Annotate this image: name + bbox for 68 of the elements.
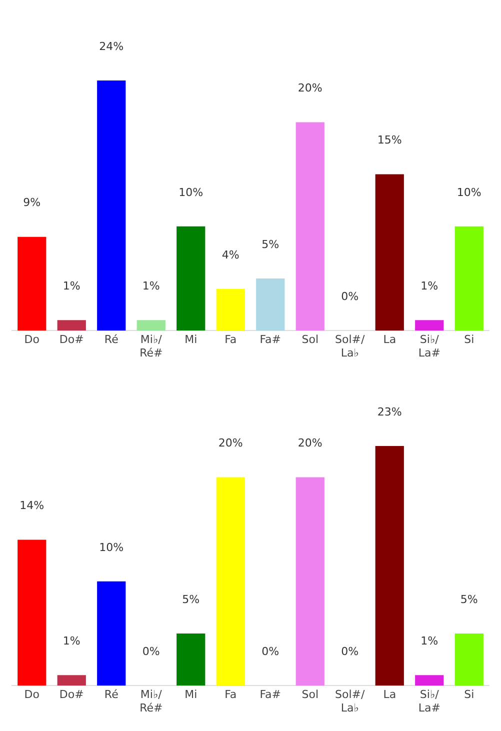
data-label: 10% — [456, 186, 482, 199]
data-label: 0% — [341, 644, 359, 658]
data-label: 23% — [377, 405, 402, 418]
x-tick-label: Do# — [59, 333, 84, 346]
x-tick-label: Sol#/La♭ — [335, 688, 366, 714]
bar — [216, 288, 245, 331]
bar — [97, 581, 126, 686]
x-tick-label: Mi♭/Ré# — [140, 688, 163, 714]
bar — [454, 634, 484, 686]
x-tick-label: Mi♭/Ré# — [140, 333, 163, 360]
bar — [18, 540, 46, 686]
bar — [454, 226, 484, 331]
bar — [375, 446, 404, 686]
data-label: 1% — [62, 634, 80, 648]
data-label: 9% — [23, 196, 41, 210]
bar — [57, 675, 86, 686]
bar — [296, 477, 324, 686]
data-label: 10% — [99, 540, 124, 554]
x-tick-label: Mi — [184, 333, 198, 346]
data-label: 0% — [262, 644, 280, 658]
x-tick-label: Fa# — [260, 333, 282, 346]
x-tick-label: Fa — [224, 333, 237, 346]
bar — [57, 320, 86, 331]
x-tick-label: Do# — [59, 688, 84, 702]
x-tick-label: La — [383, 333, 396, 346]
data-label: 10% — [178, 186, 204, 199]
x-tick-label: Sol#/La♭ — [335, 333, 366, 360]
data-label: 20% — [298, 82, 322, 95]
x-tick-label: Ré — [104, 333, 119, 346]
bar — [415, 320, 444, 331]
bar — [176, 226, 206, 331]
x-tick-label: Do — [24, 688, 40, 702]
bar — [296, 122, 324, 331]
x-tick-label: Fa — [224, 688, 237, 702]
x-tick-label: Fa# — [260, 688, 282, 702]
x-tick-label: Si — [464, 333, 474, 346]
data-label: 0% — [142, 644, 160, 658]
data-label: 1% — [62, 280, 80, 293]
bar — [415, 675, 444, 686]
bar — [256, 278, 285, 331]
data-label: 24% — [99, 40, 124, 53]
x-tick-label: Si♭/La# — [418, 333, 440, 360]
x-tick-label: Sol — [302, 333, 319, 346]
data-label: 4% — [222, 248, 240, 262]
data-label: 20% — [218, 436, 243, 450]
data-label: 20% — [298, 436, 322, 450]
data-label: 1% — [420, 280, 438, 293]
bar — [375, 174, 404, 331]
x-tick-label: La — [383, 688, 396, 702]
bar — [97, 80, 126, 331]
data-label: 1% — [142, 280, 160, 293]
bar — [216, 477, 245, 686]
bar — [176, 634, 206, 686]
data-label: 5% — [460, 592, 478, 606]
x-tick-label: Sol — [302, 688, 319, 702]
x-tick-label: Mi — [184, 688, 198, 702]
bar — [18, 236, 46, 331]
data-label: 15% — [377, 134, 402, 147]
data-label: 14% — [20, 499, 44, 512]
data-label: 5% — [262, 238, 280, 251]
bar — [136, 320, 166, 331]
data-label: 0% — [341, 290, 359, 303]
x-tick-label: Ré — [104, 688, 119, 702]
x-tick-label: Si — [464, 688, 474, 702]
data-label: 1% — [420, 634, 438, 648]
x-tick-label: Si♭/La# — [418, 688, 440, 714]
x-tick-label: Do — [24, 333, 40, 346]
data-label: 5% — [182, 592, 200, 606]
